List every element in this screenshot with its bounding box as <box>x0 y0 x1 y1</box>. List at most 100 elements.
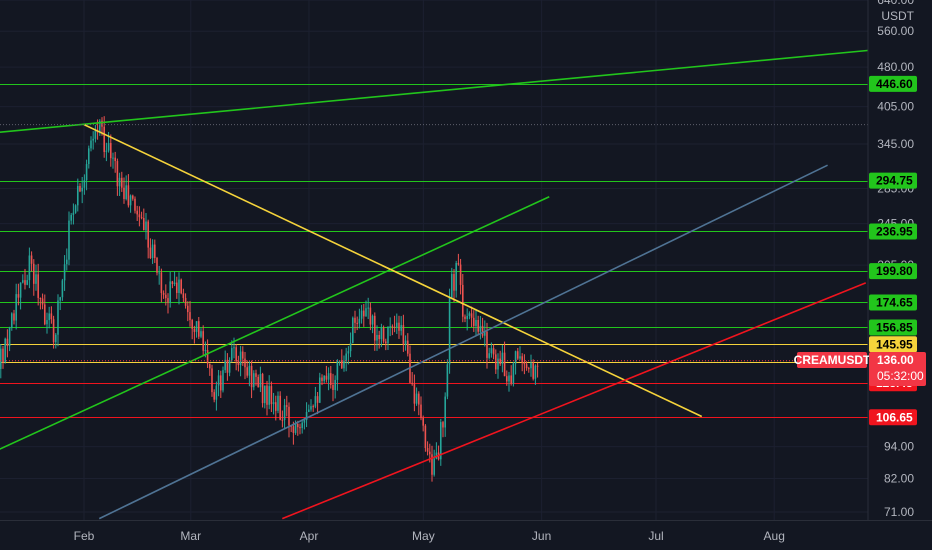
candle[interactable] <box>112 152 114 169</box>
candle[interactable] <box>296 420 299 436</box>
candle[interactable] <box>391 324 394 336</box>
candle[interactable] <box>39 297 42 310</box>
candle[interactable] <box>259 366 262 393</box>
candle[interactable] <box>195 321 198 338</box>
candle[interactable] <box>499 350 501 366</box>
candle[interactable] <box>433 449 435 477</box>
candle[interactable] <box>85 159 88 191</box>
candle[interactable] <box>426 441 429 456</box>
candle[interactable] <box>283 398 286 429</box>
candle[interactable] <box>193 325 196 344</box>
candle[interactable] <box>356 316 358 331</box>
candle[interactable] <box>79 183 81 193</box>
candle[interactable] <box>534 364 537 385</box>
candle[interactable] <box>261 372 264 408</box>
candle[interactable] <box>74 204 77 214</box>
candle[interactable] <box>215 381 218 411</box>
candle[interactable] <box>30 251 33 272</box>
candle[interactable] <box>457 253 460 266</box>
candle[interactable] <box>54 332 57 349</box>
candle[interactable] <box>310 399 312 412</box>
candle[interactable] <box>492 344 495 360</box>
candle[interactable] <box>208 363 211 376</box>
candle[interactable] <box>129 194 132 213</box>
candle[interactable] <box>415 387 418 406</box>
candle[interactable] <box>235 344 237 371</box>
candle[interactable] <box>116 158 119 196</box>
candle[interactable] <box>446 359 449 400</box>
candle[interactable] <box>448 288 451 374</box>
candle[interactable] <box>459 258 462 295</box>
candle[interactable] <box>301 419 303 434</box>
candle[interactable] <box>508 371 510 392</box>
candle[interactable] <box>244 351 246 380</box>
candle[interactable] <box>164 284 167 306</box>
candle[interactable] <box>118 172 121 197</box>
candle[interactable] <box>200 328 202 339</box>
candle[interactable] <box>521 353 523 372</box>
candle[interactable] <box>530 354 532 377</box>
candle[interactable] <box>4 337 6 364</box>
trendline[interactable] <box>281 282 867 520</box>
candle[interactable] <box>50 306 53 324</box>
candle[interactable] <box>142 208 145 231</box>
candle[interactable] <box>8 326 11 352</box>
candle[interactable] <box>510 365 512 386</box>
candle[interactable] <box>340 349 343 369</box>
candle[interactable] <box>230 340 233 363</box>
candle[interactable] <box>382 325 385 344</box>
candle[interactable] <box>72 203 75 225</box>
candle[interactable] <box>336 359 339 391</box>
candle[interactable] <box>373 312 376 351</box>
candle[interactable] <box>389 317 391 337</box>
candle[interactable] <box>321 374 323 386</box>
candle[interactable] <box>92 131 94 150</box>
candle[interactable] <box>514 350 517 375</box>
candle[interactable] <box>431 445 433 482</box>
candle[interactable] <box>406 333 409 357</box>
candle[interactable] <box>477 315 479 336</box>
candle[interactable] <box>395 313 398 334</box>
candle[interactable] <box>466 308 468 331</box>
candle[interactable] <box>178 272 180 305</box>
candle[interactable] <box>35 264 37 291</box>
candle[interactable] <box>19 282 22 310</box>
candle[interactable] <box>41 293 44 310</box>
candle[interactable] <box>479 315 482 340</box>
candle[interactable] <box>182 288 185 303</box>
candle[interactable] <box>94 124 97 143</box>
candle[interactable] <box>151 239 154 264</box>
candle[interactable] <box>312 404 314 412</box>
candle[interactable] <box>219 370 222 398</box>
candle[interactable] <box>65 248 68 271</box>
candle[interactable] <box>211 364 213 397</box>
candle[interactable] <box>420 396 422 421</box>
trendline[interactable] <box>83 123 703 418</box>
candle[interactable] <box>358 308 361 329</box>
time-axis-panel[interactable] <box>0 521 932 550</box>
candle[interactable] <box>17 283 20 306</box>
candle[interactable] <box>536 362 539 378</box>
candle[interactable] <box>127 174 130 208</box>
candle[interactable] <box>525 361 528 371</box>
candle[interactable] <box>274 395 277 421</box>
candle[interactable] <box>475 310 477 336</box>
candle[interactable] <box>241 346 244 366</box>
candle[interactable] <box>158 266 160 285</box>
candle[interactable] <box>314 386 317 409</box>
candle[interactable] <box>488 347 490 360</box>
candle[interactable] <box>270 381 273 413</box>
candle[interactable] <box>354 310 356 334</box>
candle[interactable] <box>277 391 279 414</box>
candle[interactable] <box>318 372 321 404</box>
candle[interactable] <box>167 293 169 314</box>
candle[interactable] <box>213 389 215 403</box>
candle[interactable] <box>345 347 347 372</box>
candle[interactable] <box>169 271 171 308</box>
candle[interactable] <box>439 418 442 466</box>
candle[interactable] <box>400 316 402 336</box>
candle[interactable] <box>503 341 506 377</box>
candle[interactable] <box>171 280 174 289</box>
candle[interactable] <box>105 142 108 162</box>
